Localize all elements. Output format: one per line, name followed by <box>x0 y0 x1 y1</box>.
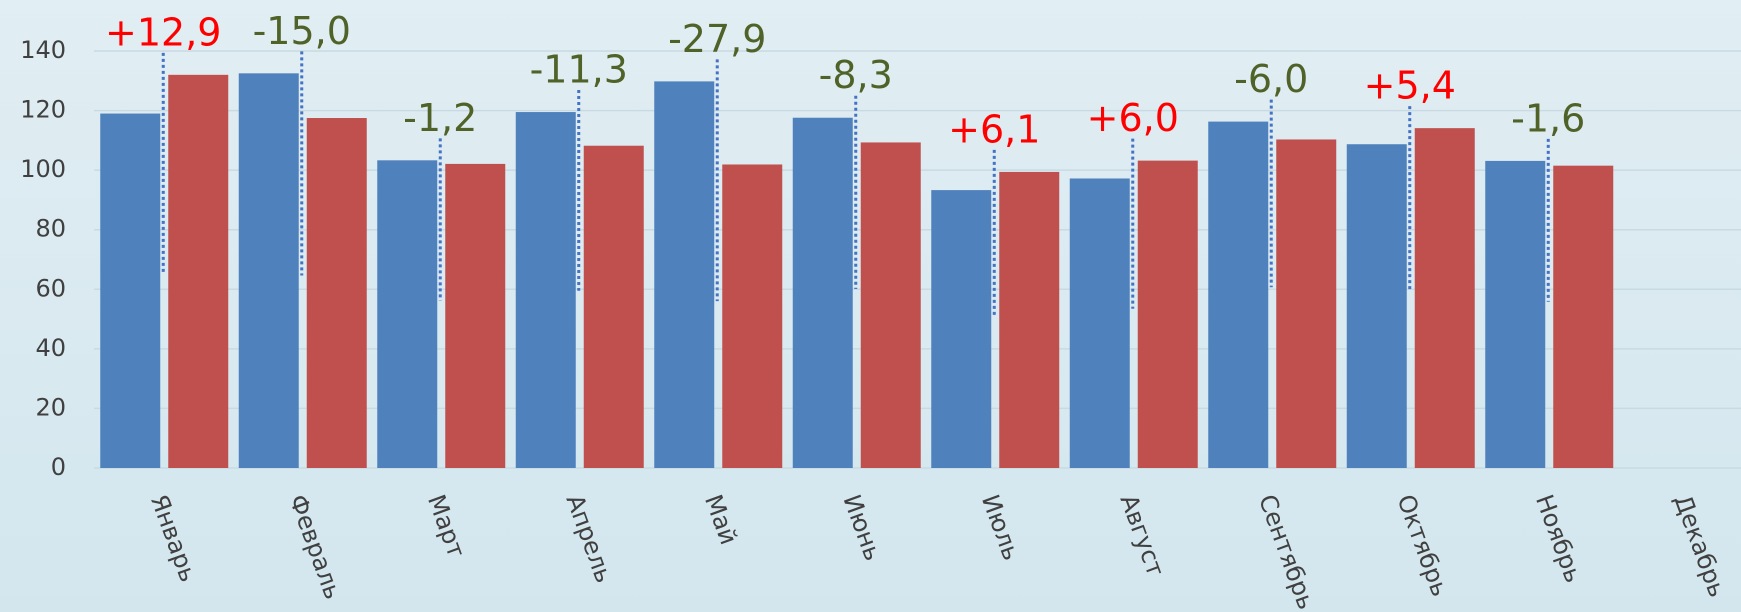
bar <box>168 74 229 468</box>
bar <box>238 73 299 468</box>
y-tick-label: 140 <box>20 36 66 64</box>
x-tick-label: Июнь <box>838 491 888 564</box>
bar <box>1485 160 1546 468</box>
bar <box>1346 144 1407 468</box>
difference-label: +6,0 <box>1087 96 1179 140</box>
difference-label: -11,3 <box>530 48 628 92</box>
bar <box>583 145 644 468</box>
x-tick-label: Февраль <box>284 491 348 603</box>
x-tick-label: Август <box>1115 491 1170 580</box>
x-tick-label: Апрель <box>561 491 619 587</box>
y-tick-label: 120 <box>20 96 66 124</box>
difference-label: -1,2 <box>403 96 477 140</box>
y-tick-label: 0 <box>51 453 66 481</box>
bar <box>306 118 367 469</box>
x-tick-label: Ноябрь <box>1530 491 1588 586</box>
bar <box>792 117 853 468</box>
difference-label: -6,0 <box>1234 57 1308 101</box>
bar <box>931 190 992 468</box>
y-tick-label: 40 <box>35 334 66 362</box>
bar <box>1069 178 1130 469</box>
difference-label: -1,6 <box>1511 96 1585 140</box>
difference-label: +6,1 <box>948 107 1040 151</box>
difference-label: +5,4 <box>1364 64 1456 108</box>
difference-label: -8,3 <box>819 53 893 97</box>
difference-label: -27,9 <box>668 17 766 61</box>
x-tick-label: Сентябрь <box>1253 491 1320 612</box>
x-tick-label: Октябрь <box>1392 491 1455 600</box>
bar <box>999 171 1060 468</box>
x-tick-label: Январь <box>145 491 202 586</box>
bar <box>1414 128 1475 468</box>
bar <box>1137 160 1198 468</box>
difference-label: -15,0 <box>253 9 351 53</box>
bar <box>445 163 506 468</box>
difference-label: +12,9 <box>105 10 221 54</box>
x-tick-label: Май <box>699 491 743 549</box>
bar <box>1553 165 1614 469</box>
y-tick-label: 100 <box>20 155 66 183</box>
bar <box>860 142 921 468</box>
bar <box>1276 139 1337 469</box>
y-tick-label: 80 <box>35 215 66 243</box>
x-tick-label: Март <box>422 491 470 561</box>
bar <box>654 81 715 468</box>
bar <box>515 112 576 468</box>
bar <box>722 164 783 468</box>
x-tick-label: Июль <box>976 491 1025 564</box>
y-tick-label: 20 <box>35 393 66 421</box>
bar <box>1208 121 1269 469</box>
bar <box>100 113 161 469</box>
x-tick-label: Декабрь <box>1669 491 1732 601</box>
y-tick-label: 60 <box>35 274 66 302</box>
bar <box>377 160 438 468</box>
